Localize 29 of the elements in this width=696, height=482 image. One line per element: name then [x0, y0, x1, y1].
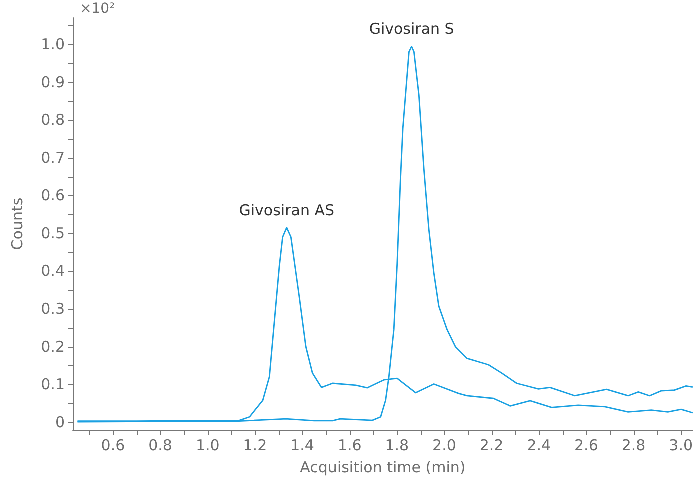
- series-label: Givosiran AS: [239, 201, 335, 220]
- y-tick-label: 0.6: [41, 186, 65, 205]
- x-tick-label: 3.0: [669, 436, 693, 454]
- y-tick-label: 0: [55, 413, 65, 432]
- y-tick-label: 0.7: [41, 148, 65, 167]
- x-tick-label: 2.2: [480, 436, 504, 454]
- x-tick-label: 1.2: [243, 436, 268, 454]
- y-tick-label: 1.0: [41, 35, 65, 54]
- y-tick-label: 0.9: [41, 73, 65, 92]
- x-tick-label: 2.4: [527, 436, 552, 454]
- x-tick-label: 1.0: [196, 436, 220, 454]
- y-tick-label: 0.4: [41, 262, 65, 280]
- x-tick-label: 2.6: [574, 436, 598, 454]
- y-tick-label: 0.3: [41, 300, 65, 318]
- x-tick-label: 2.8: [622, 436, 646, 454]
- text: ×10²: [80, 1, 116, 17]
- text: 0.8: [148, 436, 172, 454]
- y-axis-title: Counts: [8, 198, 26, 250]
- y-tick-label: 0.2: [41, 338, 65, 356]
- x-tick-label: 1.4: [290, 436, 314, 454]
- series-label: Givosiran S: [369, 20, 454, 38]
- x-tick-label: 2.0: [432, 436, 456, 454]
- text: 0.6: [101, 436, 126, 454]
- x-axis-title: Acquisition time (min): [300, 458, 466, 476]
- y-tick-label: 0.1: [41, 376, 65, 394]
- x-tick-label: 1.8: [385, 436, 410, 454]
- x-tick-label: 1.6: [338, 436, 362, 454]
- y-tick-label: 0.8: [41, 111, 65, 130]
- y-tick-label: 0.5: [41, 224, 65, 242]
